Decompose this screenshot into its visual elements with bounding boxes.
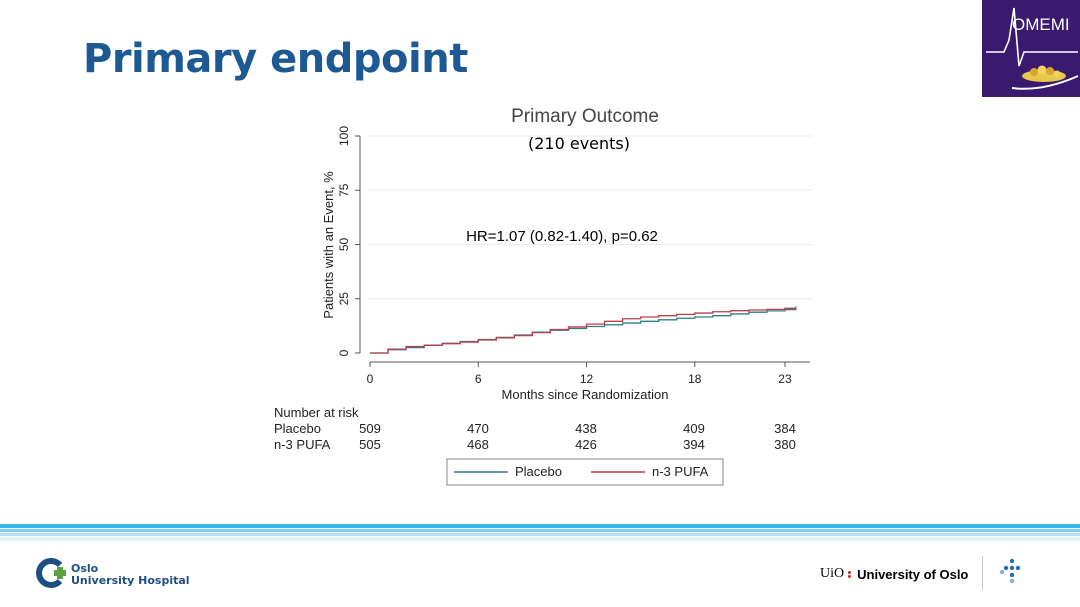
hospital-name-line1: Oslo — [71, 562, 99, 575]
risk-cell: 470 — [467, 421, 489, 436]
risk-cell: 468 — [467, 437, 489, 452]
risk-cell: 409 — [683, 421, 705, 436]
risk-cell: 438 — [575, 421, 597, 436]
omemi-logo: OMEMI — [982, 0, 1080, 97]
chart-subtitle: (210 events) — [528, 134, 630, 153]
oslo-university-hospital-logo — [36, 558, 66, 588]
uio-abbr: UiO — [820, 566, 845, 581]
y-axis-label: Patients with an Event, % — [321, 171, 336, 319]
series-line-placebo — [370, 308, 797, 354]
risk-row-label: Placebo — [274, 421, 321, 436]
x-tick-label: 6 — [475, 372, 482, 386]
x-tick-label: 23 — [778, 372, 792, 386]
x-tick-label: 18 — [688, 372, 702, 386]
series-line-n-3-pufa — [370, 306, 797, 354]
primary-outcome-chart: Primary Outcome (210 events) HR=1.07 (0.… — [274, 106, 812, 486]
risk-row-label: n-3 PUFA — [274, 437, 331, 452]
y-tick-label: 100 — [337, 126, 351, 146]
risk-cell: 426 — [575, 437, 597, 452]
y-tick-label: 25 — [337, 292, 351, 306]
hospital-name-line2: University Hospital — [71, 574, 190, 587]
y-tick-label: 75 — [337, 183, 351, 197]
legend-label: Placebo — [515, 464, 562, 479]
footer-stripe — [0, 529, 1080, 532]
risk-cell: 505 — [359, 437, 381, 452]
uio-colon-icon — [848, 570, 853, 579]
risk-cell: 509 — [359, 421, 381, 436]
hazard-ratio-annotation: HR=1.07 (0.82-1.40), p=0.62 — [466, 228, 658, 245]
footer-stripe — [0, 537, 1080, 541]
footer-divider — [982, 556, 983, 590]
risk-cell: 380 — [774, 437, 796, 452]
risk-cell: 394 — [683, 437, 705, 452]
slide-title: Primary endpoint — [83, 36, 468, 82]
risk-table-title: Number at risk — [274, 405, 359, 420]
risk-cell: 384 — [774, 421, 796, 436]
omemi-logo-text: OMEMI — [1012, 15, 1070, 34]
x-axis-label: Months since Randomization — [502, 387, 669, 402]
university-of-oslo-logo: UiO University of Oslo — [820, 566, 968, 582]
x-tick-label: 12 — [580, 372, 594, 386]
chart-title: Primary Outcome — [511, 106, 659, 127]
hospital-name: Oslo University Hospital — [71, 563, 190, 587]
uio-mark-icon — [999, 558, 1021, 584]
footer-stripe — [0, 524, 1080, 528]
legend-label: n-3 PUFA — [652, 464, 709, 479]
footer-stripe — [0, 533, 1080, 536]
x-tick-label: 0 — [367, 372, 374, 386]
y-tick-label: 50 — [337, 238, 351, 252]
y-tick-label: 0 — [337, 349, 351, 356]
uio-name: University of Oslo — [857, 566, 969, 582]
